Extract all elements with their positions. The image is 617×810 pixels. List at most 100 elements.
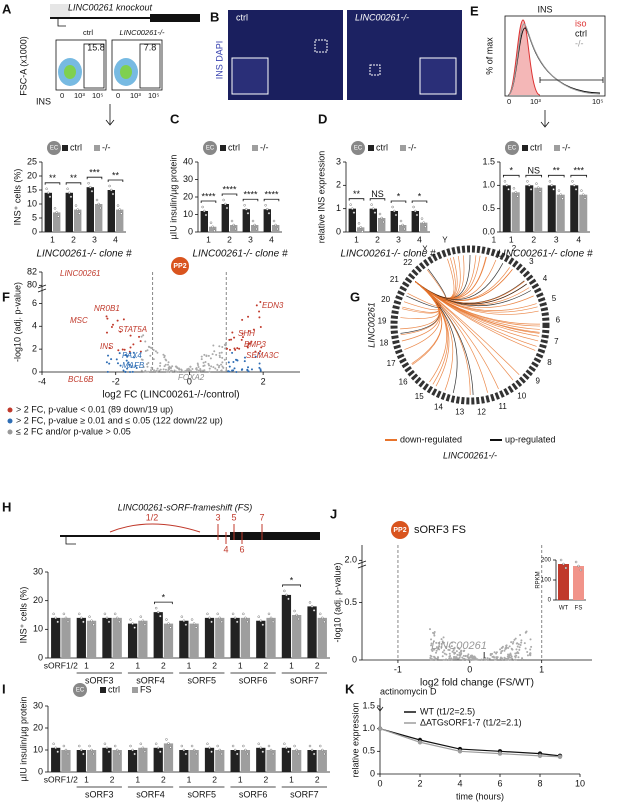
point (191, 367, 194, 370)
y-label: RPKM (536, 571, 542, 588)
badge-label: EC (206, 146, 215, 152)
dot (141, 619, 145, 622)
bar (348, 208, 356, 232)
point (139, 350, 142, 353)
group-label: sORF6 (239, 789, 268, 799)
point (258, 352, 261, 355)
bracket (348, 198, 365, 201)
bar (107, 190, 115, 232)
dot (244, 748, 247, 752)
point (258, 316, 261, 319)
dot (57, 215, 60, 218)
point (216, 369, 219, 372)
point (435, 646, 438, 649)
dot (64, 616, 68, 620)
chromosome-label: 6 (556, 315, 561, 324)
dot (370, 203, 373, 206)
dot (74, 204, 78, 207)
point (514, 637, 517, 640)
dot (267, 612, 271, 616)
dot (308, 744, 312, 748)
dot (312, 752, 316, 756)
tick-label: 0 (116, 91, 120, 100)
y-tick-label: 2 (32, 344, 37, 354)
point (203, 353, 206, 356)
x-tick-label: 3 (396, 234, 401, 244)
annotation: **** (243, 190, 258, 200)
dot (557, 189, 561, 192)
dot (276, 227, 279, 231)
point (138, 335, 141, 338)
dot (574, 188, 578, 191)
dot (194, 752, 198, 756)
dot (54, 746, 57, 749)
dot (529, 188, 533, 191)
dot (192, 748, 196, 752)
point (259, 368, 262, 371)
y-tick-label: 0 (188, 226, 193, 236)
point (452, 649, 455, 652)
x-tick-label: 1 (50, 234, 55, 244)
legend-label: up-regulated (505, 434, 556, 444)
y-tick-label: 20 (183, 191, 193, 201)
tick-label: 10³ (74, 91, 85, 100)
image-label: ctrl (236, 12, 248, 22)
dot (580, 189, 583, 192)
point (435, 649, 438, 652)
y-tick-label: 3 (336, 156, 341, 166)
point (233, 336, 236, 339)
bar (292, 615, 302, 658)
bar (307, 606, 317, 658)
bar (179, 620, 189, 658)
point (517, 652, 520, 655)
point (517, 656, 520, 659)
dot (62, 612, 66, 616)
y-label: µIU insulin/µg protein (18, 697, 28, 782)
point (491, 652, 494, 655)
point (475, 658, 478, 661)
point (511, 648, 514, 651)
dot (216, 612, 219, 616)
panel-letter: J (330, 506, 337, 521)
point (159, 364, 162, 367)
panel-letter: C (170, 111, 180, 126)
legend-label: -/- (562, 142, 571, 152)
dot (312, 609, 316, 612)
arrow (105, 104, 115, 126)
point (484, 658, 487, 661)
g-y-label: LINC00261 (366, 302, 376, 348)
dot (559, 558, 563, 562)
point (436, 648, 439, 651)
annotation: * (162, 593, 166, 603)
x-tick-label: 1 (187, 660, 192, 670)
x-tick-label: 4 (457, 778, 462, 788)
point (107, 354, 110, 357)
y-label: % of max (484, 37, 494, 75)
dot (561, 197, 564, 200)
point (520, 641, 523, 644)
point (451, 641, 454, 644)
dot (105, 746, 109, 749)
bracket (221, 193, 238, 196)
dot (159, 614, 162, 618)
plot-label: ctrl (83, 28, 93, 37)
point (197, 366, 200, 369)
y-label: relative INS expression (316, 151, 326, 244)
dot (231, 612, 235, 616)
dot (110, 188, 113, 192)
x-tick-label: 1 (539, 664, 544, 674)
dot (64, 748, 68, 752)
point (123, 348, 126, 351)
point (524, 647, 527, 650)
dot (514, 191, 517, 194)
y-label: µIU insulin/µg protein (168, 155, 178, 240)
chromosome-label: 9 (535, 376, 540, 385)
pp2-label: PP2 (173, 263, 186, 270)
tick-label: 10⁵ (148, 91, 159, 100)
x-tick-label: -4 (38, 376, 46, 386)
point (254, 355, 257, 358)
bar (209, 226, 217, 232)
dot (184, 623, 188, 626)
dot (295, 613, 298, 617)
x-tick-label: 2 (315, 774, 320, 784)
